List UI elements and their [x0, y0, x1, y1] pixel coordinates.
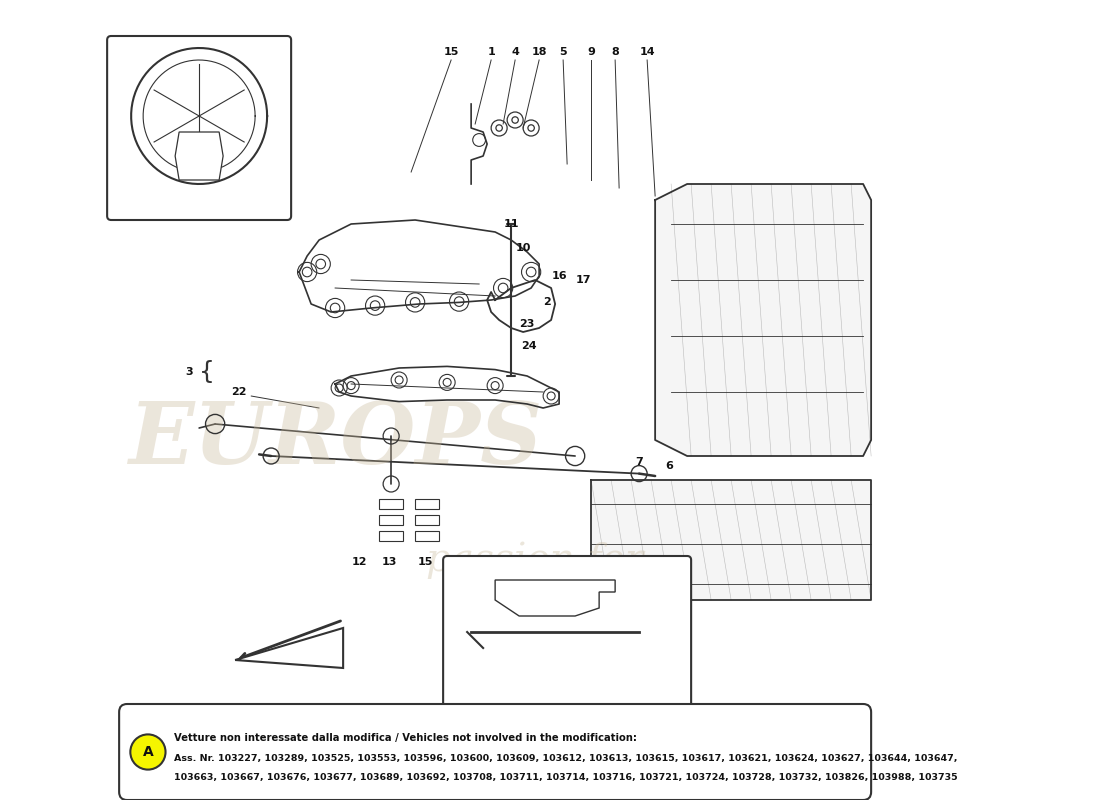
Text: 11: 11 — [504, 219, 519, 229]
Text: Vetture non interessate dalla modifica / Vehicles not involved in the modificati: Vetture non interessate dalla modifica /… — [174, 733, 637, 742]
Text: {: { — [199, 360, 216, 384]
Bar — [415, 531, 439, 541]
Text: 6: 6 — [666, 461, 673, 470]
Bar — [415, 515, 439, 525]
Polygon shape — [235, 628, 343, 668]
Text: 6: 6 — [583, 643, 591, 653]
Text: 9: 9 — [587, 47, 595, 57]
Text: 1: 1 — [487, 47, 495, 57]
Text: A: A — [143, 745, 153, 759]
Circle shape — [520, 578, 534, 590]
Text: 17: 17 — [575, 275, 591, 285]
Circle shape — [130, 734, 165, 770]
Text: 23: 23 — [519, 319, 535, 329]
Text: 12: 12 — [351, 557, 367, 566]
Text: 5: 5 — [559, 47, 566, 57]
Polygon shape — [336, 366, 559, 408]
Polygon shape — [656, 184, 871, 456]
Text: 4: 4 — [512, 47, 519, 57]
Text: passion for: passion for — [427, 542, 644, 578]
Text: 10: 10 — [516, 243, 531, 253]
Text: 17: 17 — [450, 557, 465, 566]
Text: 14: 14 — [512, 557, 527, 566]
Text: 8: 8 — [612, 47, 619, 57]
Polygon shape — [591, 480, 871, 600]
Text: Ass. Nr. 103227, 103289, 103525, 103553, 103596, 103600, 103609, 103612, 103613,: Ass. Nr. 103227, 103289, 103525, 103553,… — [174, 754, 957, 762]
FancyBboxPatch shape — [119, 704, 871, 800]
Bar — [379, 531, 403, 541]
Text: 19: 19 — [160, 191, 175, 201]
Text: 15: 15 — [418, 557, 433, 566]
Bar — [379, 515, 403, 525]
Polygon shape — [175, 132, 223, 180]
Text: 13: 13 — [382, 557, 397, 566]
Text: 21: 21 — [556, 619, 571, 629]
Text: 24: 24 — [521, 341, 537, 350]
Text: 16: 16 — [551, 271, 566, 281]
Circle shape — [576, 578, 590, 590]
Text: 20: 20 — [468, 591, 483, 601]
Text: 18: 18 — [531, 47, 547, 57]
Text: 18: 18 — [481, 557, 496, 566]
Polygon shape — [495, 580, 615, 616]
Text: 7: 7 — [487, 693, 495, 702]
Text: 103663, 103667, 103676, 103677, 103689, 103692, 103708, 103711, 103714, 103716, : 103663, 103667, 103676, 103677, 103689, … — [174, 773, 957, 782]
Text: 2: 2 — [543, 298, 551, 307]
Bar — [379, 499, 403, 509]
Polygon shape — [299, 220, 539, 312]
FancyBboxPatch shape — [107, 36, 292, 220]
FancyBboxPatch shape — [443, 556, 691, 724]
Text: EUROPS: EUROPS — [128, 398, 542, 482]
Text: parts: parts — [539, 598, 692, 650]
Text: 15: 15 — [443, 47, 459, 57]
Bar — [415, 499, 439, 509]
Text: 22: 22 — [231, 387, 246, 397]
Text: 3: 3 — [185, 367, 192, 377]
Text: 14: 14 — [639, 47, 654, 57]
Text: 7: 7 — [636, 457, 644, 466]
